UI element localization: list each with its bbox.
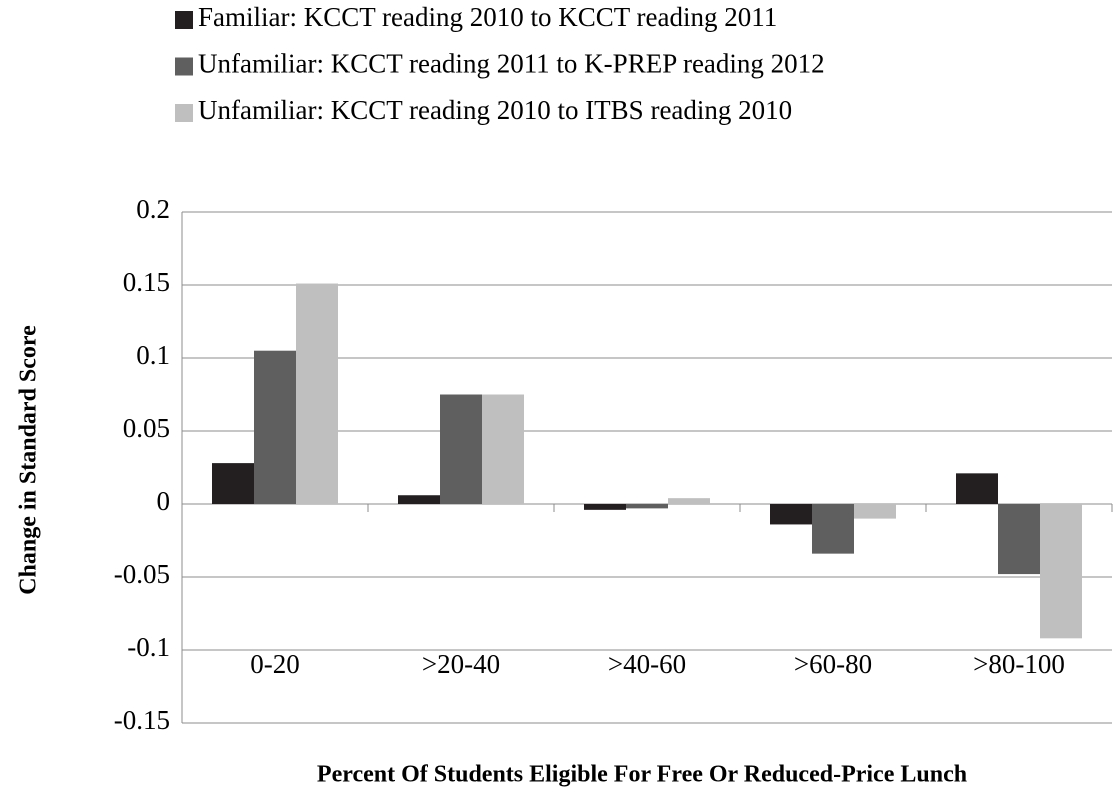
y-tick-label: 0.2 bbox=[136, 194, 170, 224]
y-tick-label: -0.15 bbox=[114, 705, 170, 735]
x-tick-label: >80-100 bbox=[973, 649, 1065, 679]
legend-label: Familiar: KCCT reading 2010 to KCCT read… bbox=[198, 2, 777, 32]
bar bbox=[770, 504, 812, 525]
legend-swatch bbox=[175, 104, 193, 122]
bar bbox=[626, 504, 668, 509]
y-tick-label: 0.15 bbox=[123, 267, 170, 297]
y-tick-label: 0.05 bbox=[123, 413, 170, 443]
bar bbox=[668, 498, 710, 504]
bar bbox=[212, 463, 254, 504]
bar bbox=[998, 504, 1040, 575]
y-axis-title: Change in Standard Score bbox=[16, 325, 42, 595]
x-axis-title: Percent Of Students Eligible For Free Or… bbox=[317, 762, 967, 788]
bar bbox=[956, 473, 998, 504]
bar bbox=[854, 504, 896, 519]
bar bbox=[440, 394, 482, 504]
bar bbox=[584, 504, 626, 510]
y-tick-label: -0.1 bbox=[127, 632, 170, 662]
x-tick-label: >40-60 bbox=[608, 649, 686, 679]
y-tick-label: 0 bbox=[157, 486, 171, 516]
legend-swatch bbox=[175, 11, 193, 29]
bar bbox=[812, 504, 854, 554]
bar bbox=[254, 350, 296, 504]
legend-label: Unfamiliar: KCCT reading 2010 to ITBS re… bbox=[198, 95, 792, 125]
y-tick-label: -0.05 bbox=[114, 559, 170, 589]
legend-label: Unfamiliar: KCCT reading 2011 to K-PREP … bbox=[198, 49, 825, 79]
x-tick-label: >20-40 bbox=[422, 649, 500, 679]
bar bbox=[296, 283, 338, 504]
bar bbox=[482, 394, 524, 504]
bar bbox=[1040, 504, 1082, 639]
bar bbox=[398, 495, 440, 504]
x-tick-label: >60-80 bbox=[794, 649, 872, 679]
x-tick-label: 0-20 bbox=[250, 649, 300, 679]
legend-swatch bbox=[175, 57, 193, 76]
y-tick-label: 0.1 bbox=[136, 340, 170, 370]
